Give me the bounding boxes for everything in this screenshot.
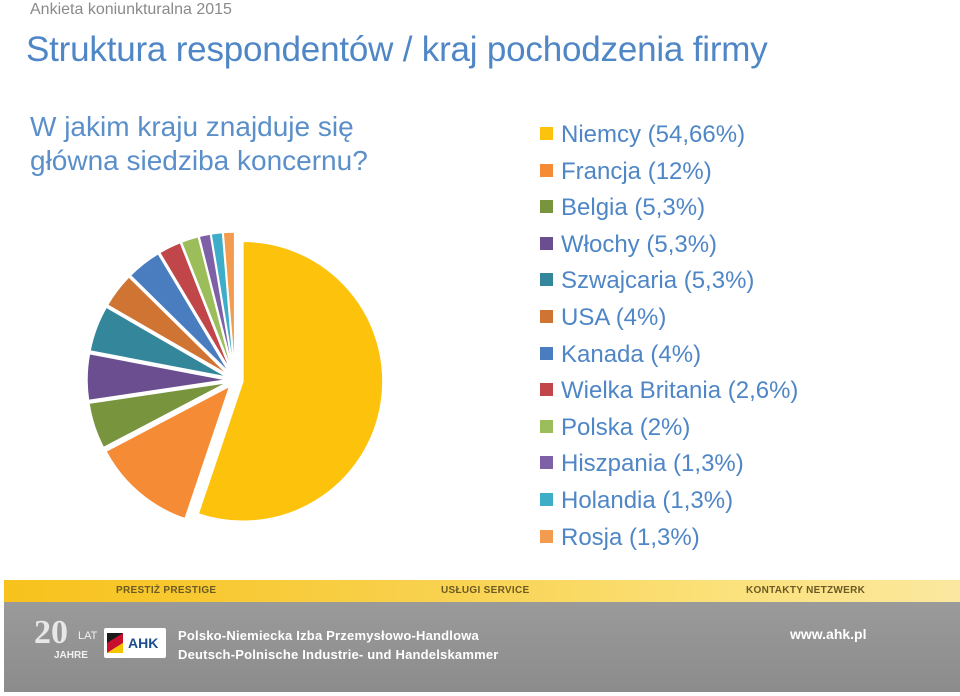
anniversary-lat: LAT — [78, 630, 98, 642]
chart-legend: Niemcy (54,66%) Francja (12%) Belgia (5,3%… — [540, 118, 798, 557]
legend-swatch — [540, 236, 553, 250]
legend-swatch — [540, 492, 553, 506]
anniversary-number: 20 — [34, 614, 68, 651]
band-label-service: USŁUGI SERVICE — [441, 585, 530, 596]
footer: PRESTIŻ PRESTIGE USŁUGI SERVICE KONTAKTY… — [0, 580, 960, 696]
legend-swatch — [540, 127, 553, 140]
band-label-prestige: PRESTIŻ PRESTIGE — [116, 585, 217, 596]
pie-slice-5 — [106, 275, 230, 376]
survey-question: W jakim kraju znajduje się główna siedzi… — [30, 111, 368, 176]
pie-slice-2 — [88, 381, 228, 449]
pie-slice-7 — [158, 241, 233, 374]
anniversary-logo: 20 LAT JAHRE — [34, 614, 104, 662]
page-title: Struktura respondentów / kraj pochodzeni… — [26, 30, 768, 69]
legend-swatch — [540, 200, 553, 214]
legend-label: Włochy (5,3%) — [561, 230, 718, 258]
legend-label: Wielka Britania (2,6%) — [561, 377, 799, 405]
org-name-german: Deutsch-Polnische Industrie- und Handels… — [178, 647, 499, 662]
legend-swatch — [540, 383, 553, 397]
legend-swatch — [540, 309, 553, 323]
legend-label: Francja (12%) — [561, 157, 712, 185]
pie-slice-3 — [86, 352, 228, 402]
legend-item: Włochy (5,3%) — [540, 228, 798, 265]
ahk-logo: AHK — [104, 628, 166, 658]
ahk-logo-text: AHK — [128, 635, 159, 651]
legend-swatch — [540, 419, 553, 433]
legend-item: Holandia (1,3%) — [540, 484, 798, 521]
legend-label: Belgia (5,3%) — [561, 194, 706, 222]
pie-slice-0 — [197, 240, 384, 523]
footer-yellow-band: PRESTIŻ PRESTIGE USŁUGI SERVICE KONTAKTY… — [4, 580, 960, 602]
legend-item: Belgia (5,3%) — [540, 191, 798, 228]
pie-slice-11 — [222, 231, 236, 373]
legend-item: Szwajcaria (5,3%) — [540, 264, 798, 301]
legend-label: Rosja (1,3%) — [561, 523, 700, 551]
legend-swatch — [540, 456, 553, 470]
pie-slice-4 — [89, 306, 228, 378]
legend-label: Hiszpania (1,3%) — [561, 450, 744, 478]
legend-item: Hiszpania (1,3%) — [540, 447, 798, 484]
legend-item: USA (4%) — [540, 301, 798, 338]
legend-label: Holandia (1,3%) — [561, 486, 734, 514]
legend-label: Szwajcaria (5,3%) — [561, 267, 755, 295]
anniversary-jahre: JAHRE — [54, 650, 88, 661]
legend-item: Rosja (1,3%) — [540, 521, 798, 558]
legend-swatch — [540, 346, 553, 360]
legend-item: Francja (12%) — [540, 155, 798, 192]
pie-slice-6 — [129, 252, 231, 375]
pie-slice-8 — [180, 235, 234, 373]
website-link[interactable]: www.ahk.pl — [790, 626, 867, 642]
band-label-network: KONTAKTY NETZWERK — [746, 585, 866, 596]
legend-label: Kanada (4%) — [561, 340, 702, 368]
legend-swatch — [540, 273, 553, 287]
org-name-polish: Polsko-Niemiecka Izba Przemysłowo-Handlo… — [178, 628, 479, 643]
legend-swatch — [540, 529, 553, 543]
legend-item: Wielka Britania (2,6%) — [540, 374, 798, 411]
legend-label: USA (4%) — [561, 303, 667, 331]
flag-icon — [107, 633, 123, 653]
legend-swatch — [540, 163, 553, 177]
pie-slice-1 — [104, 384, 232, 520]
legend-item: Kanada (4%) — [540, 338, 798, 375]
legend-item: Niemcy (54,66%) — [540, 118, 798, 155]
legend-item: Polska (2%) — [540, 411, 798, 448]
legend-label: Polska (2%) — [561, 413, 691, 441]
survey-label: Ankieta koniunkturalna 2015 — [30, 1, 232, 18]
pie-chart — [86, 231, 384, 523]
legend-label: Niemcy (54,66%) — [561, 121, 746, 148]
